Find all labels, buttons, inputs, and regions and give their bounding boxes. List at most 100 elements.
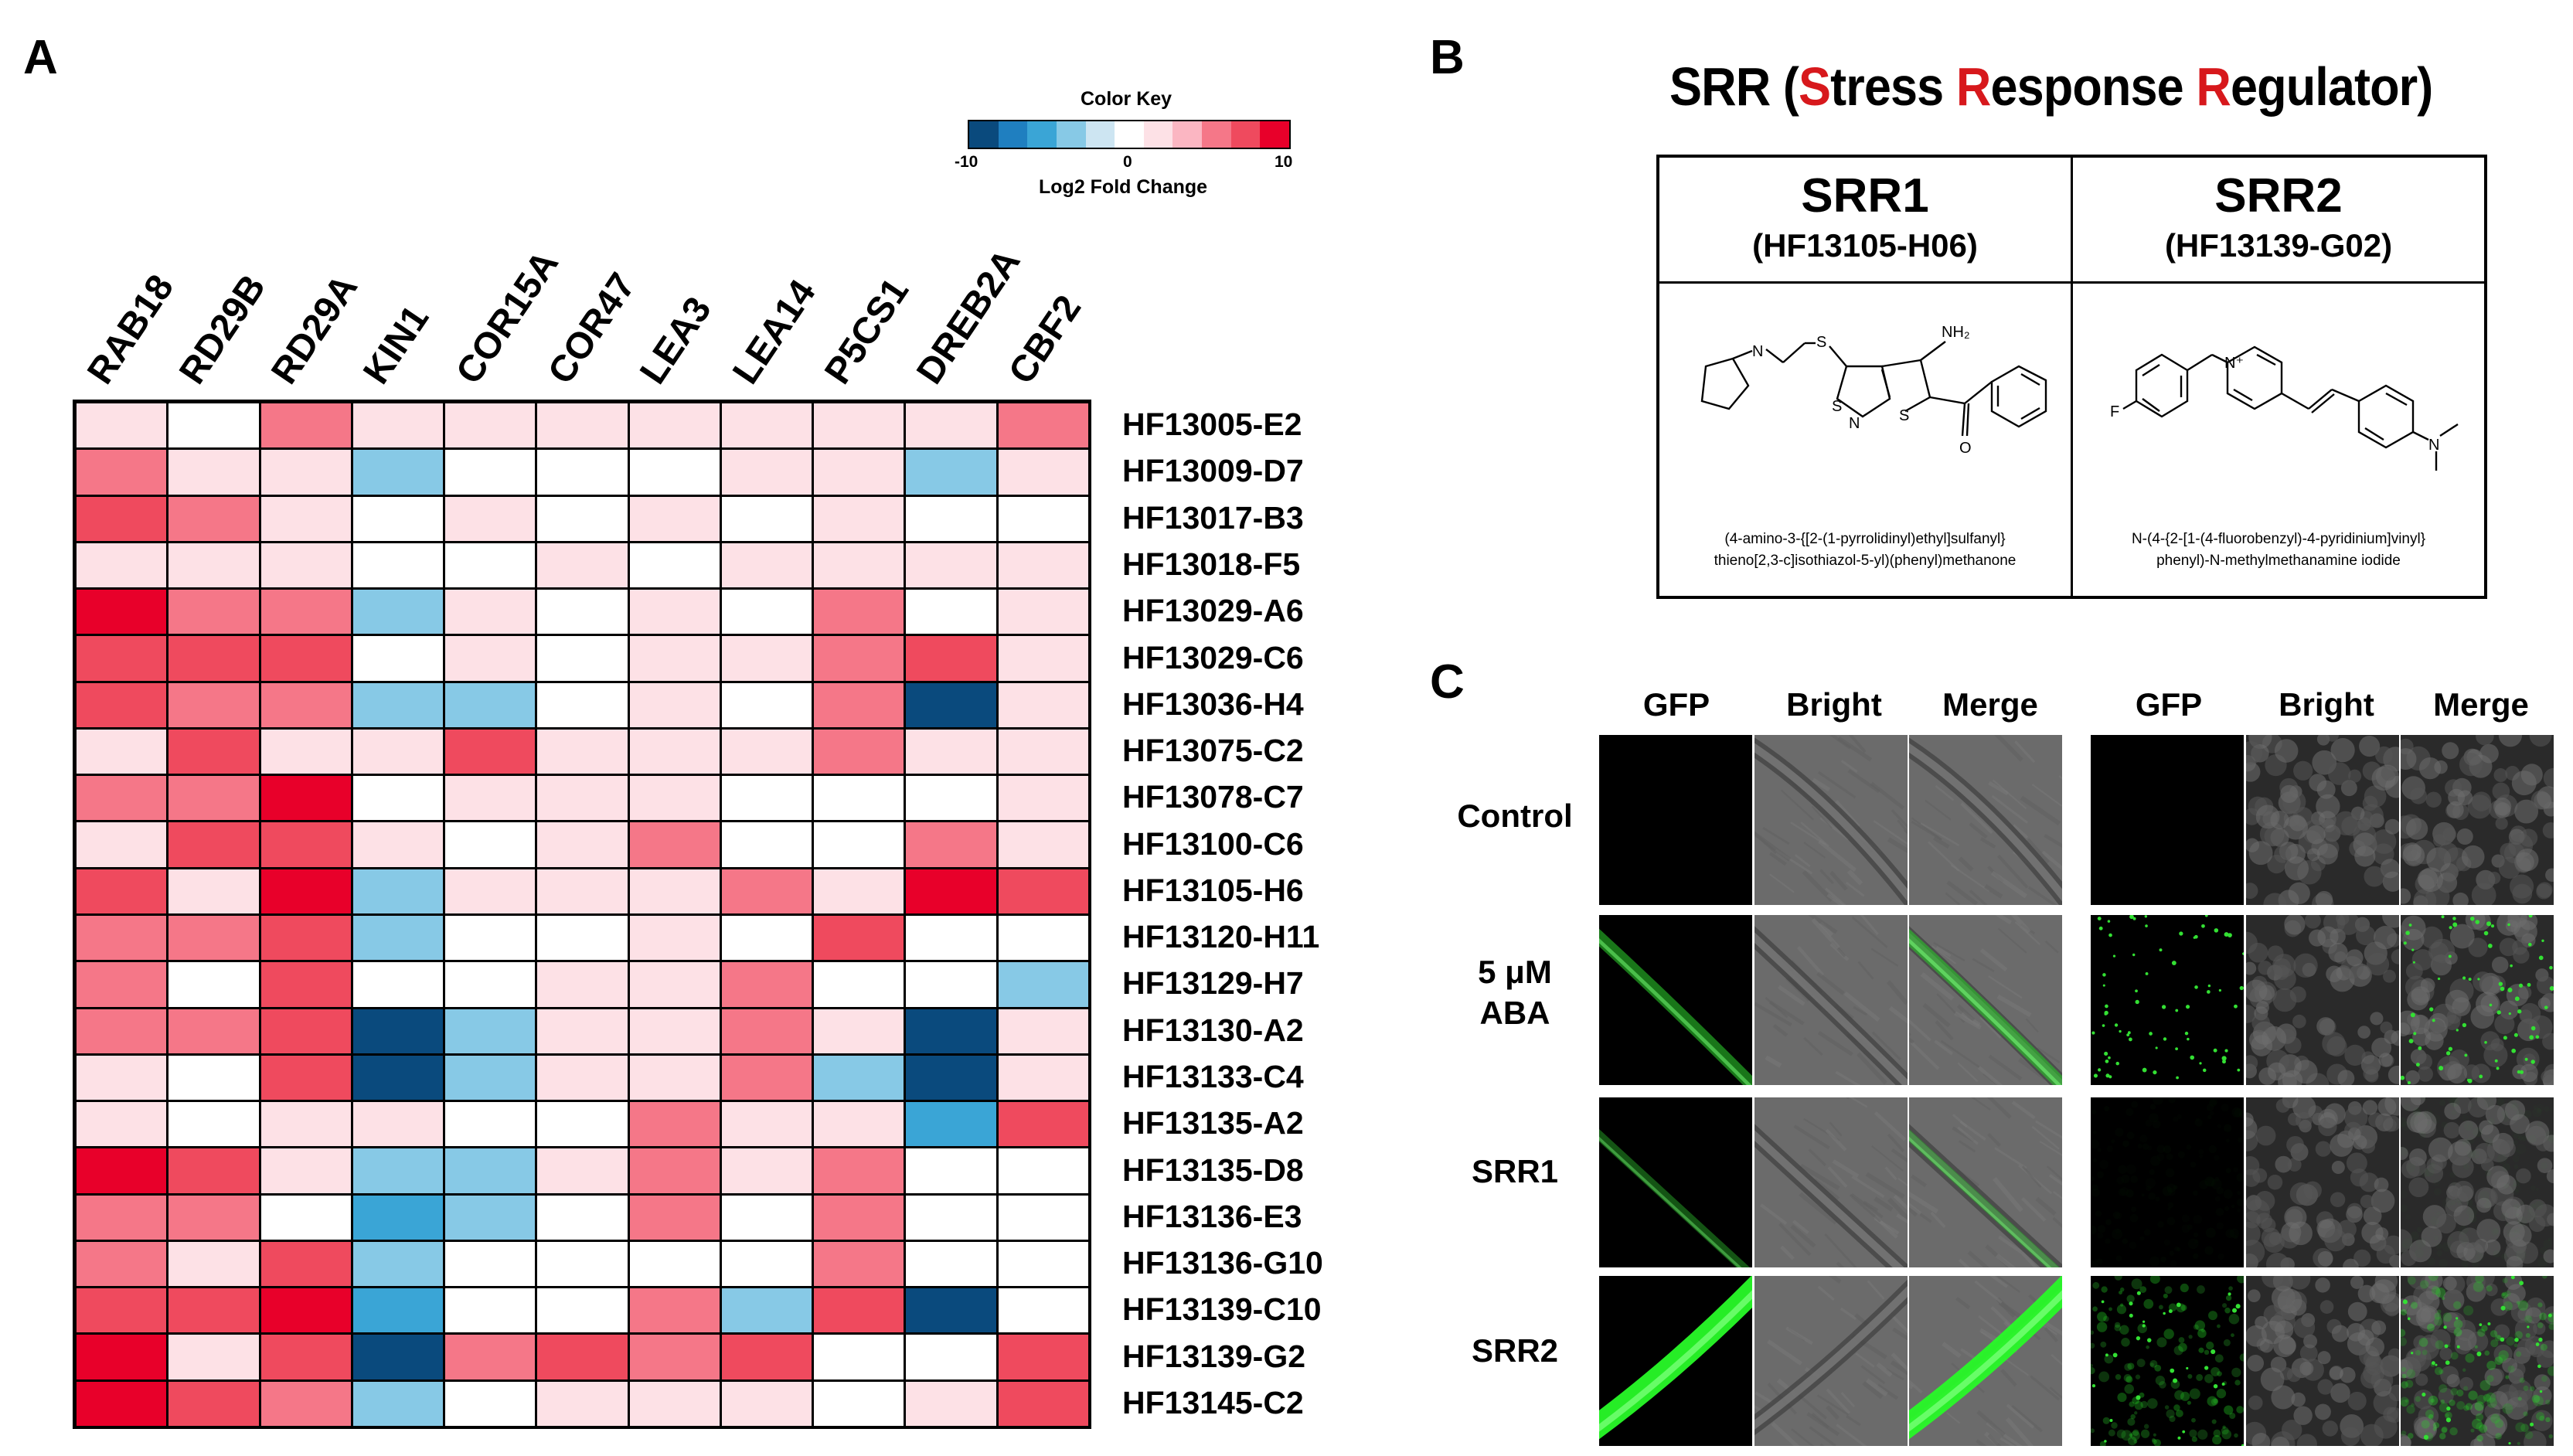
srr2-name: SRR2 (2214, 169, 2343, 223)
color-key-bar (968, 120, 1291, 149)
heatmap-cell (996, 1240, 1090, 1288)
heatmap-cell (444, 1193, 537, 1241)
srr1-atom-s2: S (1832, 398, 1842, 415)
heatmap-cell (444, 1053, 537, 1102)
heatmap-cell (904, 821, 998, 869)
leaf-bright-image (2246, 915, 2399, 1085)
heatmap-cell (996, 867, 1090, 915)
heatmap-cell (904, 727, 998, 776)
heatmap-cell (628, 495, 721, 543)
heatmap-cell (996, 1333, 1090, 1381)
heatmap-cell (444, 1147, 537, 1195)
heatmap-cell (720, 634, 814, 682)
heatmap-cell (996, 634, 1090, 682)
heatmap-cell (75, 821, 168, 869)
heatmap-cell (720, 914, 814, 962)
heatmap-cell (812, 681, 906, 729)
heatmap-cell (167, 588, 260, 636)
heatmap-cell (75, 634, 168, 682)
heatmap-cell (351, 821, 445, 869)
heatmap-row-label: HF13009-D7 (1122, 453, 1304, 489)
heatmap-cell (444, 495, 537, 543)
color-key-swatch (1260, 121, 1290, 148)
heatmap-cell (259, 1193, 352, 1241)
color-key-swatch (1027, 121, 1057, 148)
heatmap-cell (628, 961, 721, 1009)
heatmap-cell (904, 1379, 998, 1427)
heatmap-cell (444, 588, 537, 636)
heatmap-cell (259, 1147, 352, 1195)
leaf-merge-image (2401, 735, 2554, 905)
heatmap-column-label: LEA14 (724, 272, 824, 392)
heatmap-cell (75, 867, 168, 915)
color-key-swatch (1115, 121, 1144, 148)
heatmap-cell (259, 867, 352, 915)
leaf-gfp-image (2091, 915, 2244, 1085)
heatmap-cell (996, 1287, 1090, 1335)
heatmap-cell (812, 1333, 906, 1381)
heatmap-row-label: HF13130-A2 (1122, 1012, 1304, 1048)
heatmap-row-label: HF13136-E3 (1122, 1198, 1302, 1234)
heatmap-cell (812, 1193, 906, 1241)
srr1-atom-o: O (1959, 440, 1972, 457)
heatmap-cell (536, 1333, 629, 1381)
img-row-label-srr1: SRR1 (1471, 1153, 1559, 1189)
heatmap-cell (351, 448, 445, 496)
srr-title: SRR (Stress Response Regulator) (1669, 56, 2433, 117)
leaf-gfp-image (2091, 1097, 2244, 1267)
heatmap-cell (351, 1193, 445, 1241)
srr1-atom-s3: S (1899, 407, 1909, 424)
heatmap-cell (351, 1240, 445, 1288)
root-gfp-image (1599, 1276, 1752, 1446)
img-col-label-merge-1: Merge (1942, 686, 2038, 723)
heatmap-cell (167, 541, 260, 590)
heatmap-cell (259, 1379, 352, 1427)
srr1-atom-s1: S (1816, 334, 1826, 351)
heatmap-cell (259, 681, 352, 729)
img-row-label-srr2: SRR2 (1471, 1332, 1559, 1369)
heatmap-cell (536, 541, 629, 590)
color-key-swatch (998, 121, 1028, 148)
color-key-swatch (1172, 121, 1203, 148)
heatmap-row-label: HF13120-H11 (1122, 919, 1320, 955)
heatmap-cell (628, 1193, 721, 1241)
heatmap-cell (812, 1240, 906, 1288)
srr1-atom-nh2: NH₂ (1942, 324, 1970, 341)
heatmap-cell (167, 634, 260, 682)
heatmap-cell (167, 774, 260, 822)
heatmap-cell (75, 1193, 168, 1241)
heatmap-cell (259, 1287, 352, 1335)
heatmap-cell (351, 1333, 445, 1381)
srr1-atom-ring-n: N (1849, 415, 1860, 432)
srr1-name: SRR1 (1801, 169, 1929, 223)
root-merge-image (1909, 1097, 2062, 1267)
color-key-swatch (1085, 121, 1115, 148)
heatmap-row-label: HF13005-E2 (1122, 407, 1302, 443)
heatmap-cell (167, 821, 260, 869)
heatmap-cell (720, 774, 814, 822)
heatmap-cell (904, 402, 998, 450)
heatmap-cell (444, 448, 537, 496)
img-col-label-gfp-2: GFP (2135, 686, 2203, 723)
heatmap-cell (351, 774, 445, 822)
heatmap-row-label: HF13036-H4 (1122, 685, 1304, 722)
heatmap-row-label: HF13129-H7 (1122, 965, 1304, 1002)
heatmap-cell (259, 495, 352, 543)
heatmap-cell (812, 1287, 906, 1335)
heatmap-cell (75, 541, 168, 590)
heatmap-cell (536, 1007, 629, 1055)
heatmap-column-label: P5CS1 (817, 270, 917, 392)
heatmap-cell (75, 1287, 168, 1335)
heatmap-cell (812, 867, 906, 915)
heatmap-cell (351, 588, 445, 636)
heatmap-cell (628, 588, 721, 636)
heatmap-cell (167, 1379, 260, 1427)
heatmap-cell (720, 1007, 814, 1055)
srr1-atom-n: N (1752, 343, 1763, 360)
heatmap-cell (259, 914, 352, 962)
heatmap-cell (812, 727, 906, 776)
color-key-tick-zero: 0 (1123, 153, 1132, 171)
heatmap-cell (904, 961, 998, 1009)
color-key-title: Color Key (1081, 88, 1172, 110)
heatmap-cell (75, 961, 168, 1009)
